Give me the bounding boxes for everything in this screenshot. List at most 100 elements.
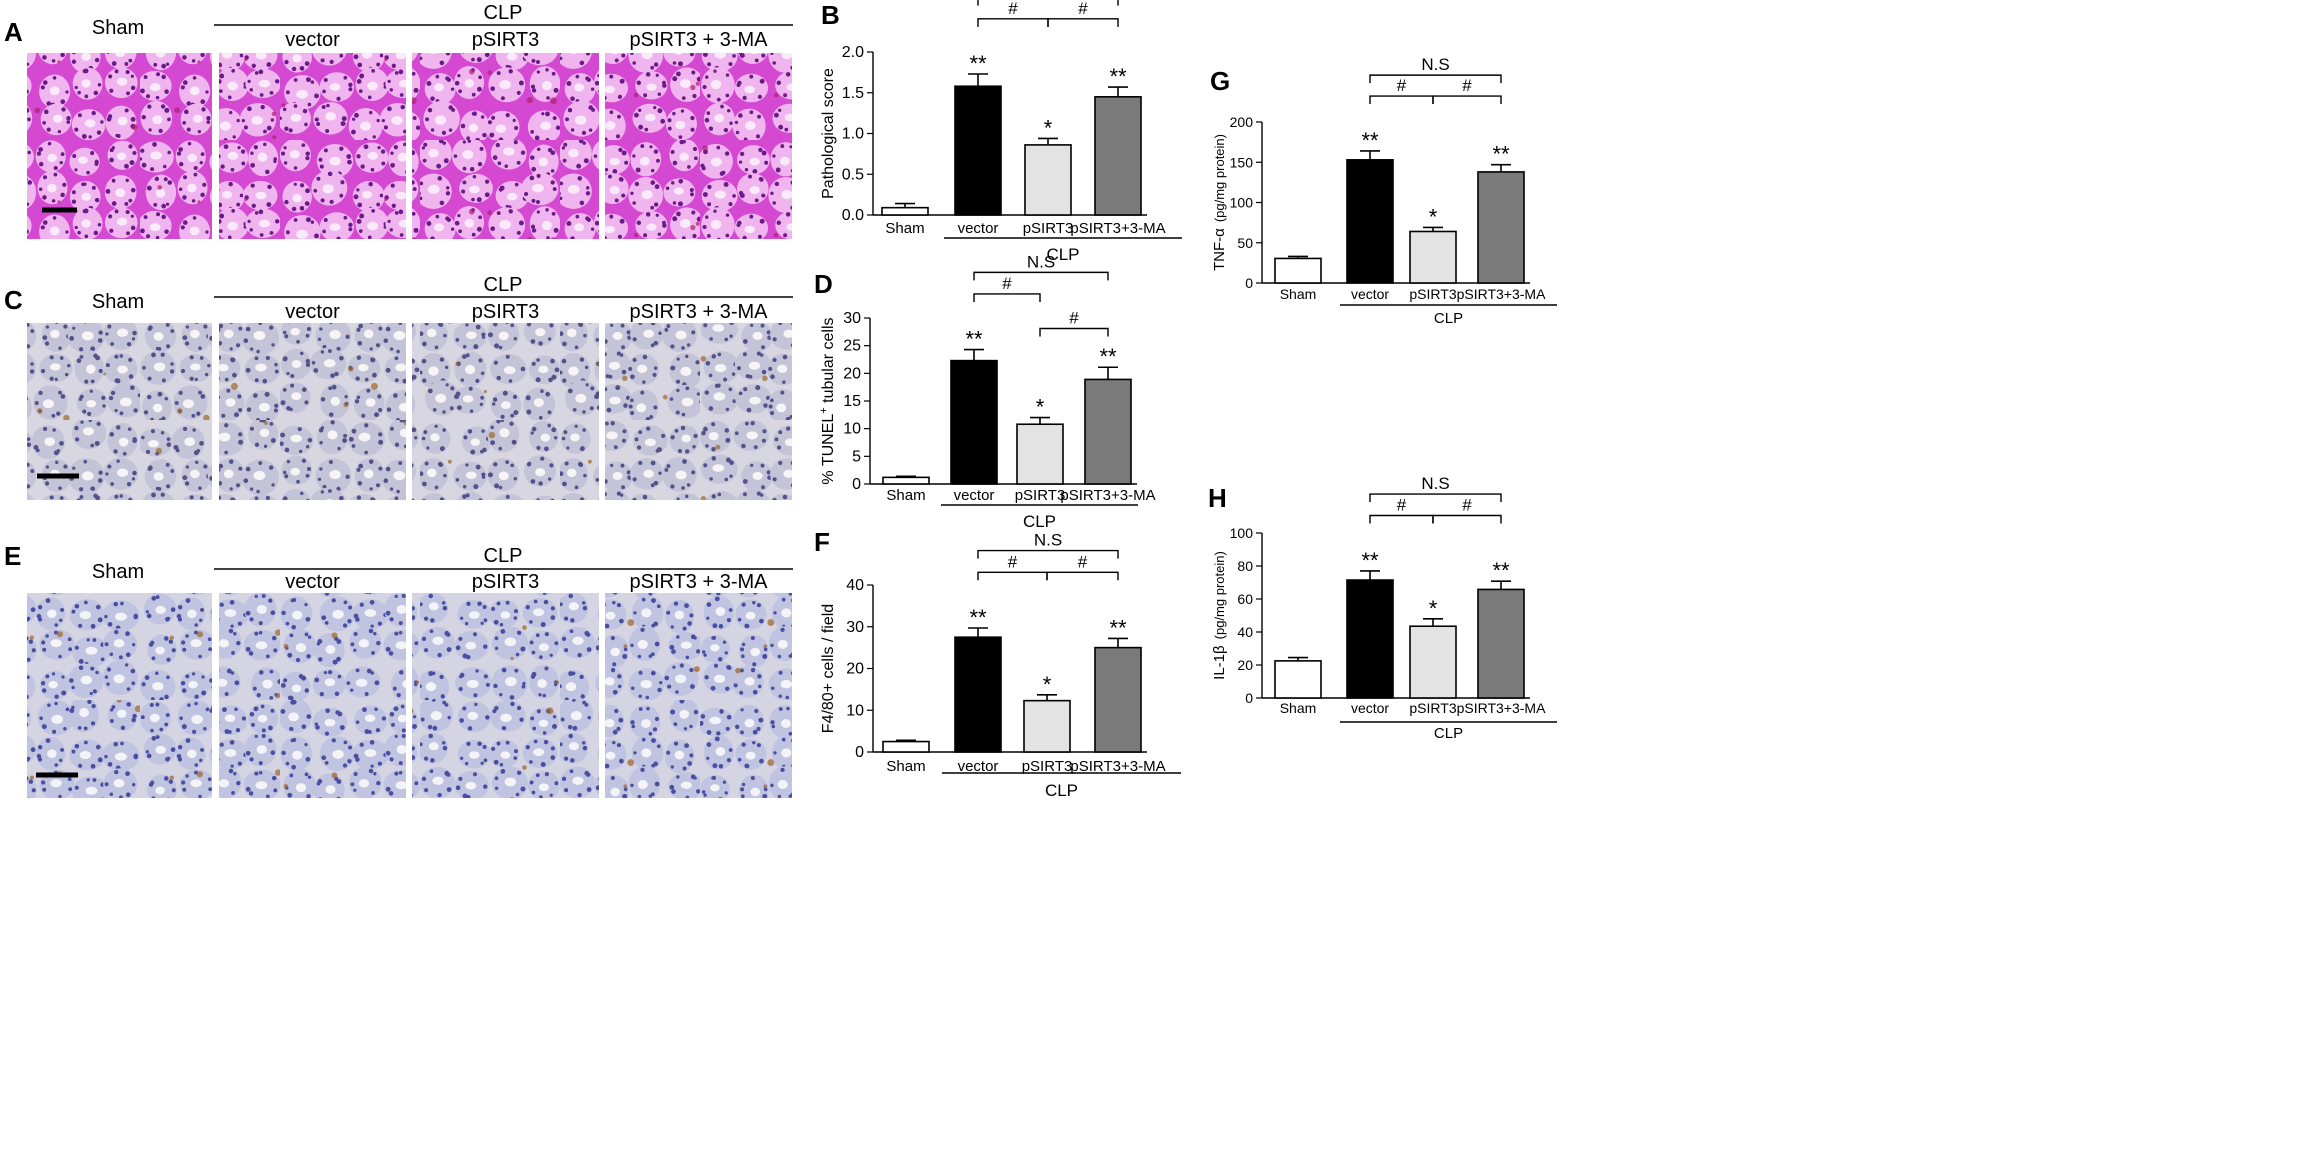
group-label-clp: CLP — [1046, 245, 1079, 264]
micrograph-psirt3-3-ma — [605, 53, 792, 239]
bar-psirt3-3-ma — [1477, 588, 1525, 699]
bar-psirt3 — [1409, 625, 1457, 699]
y-axis-label-tail: tubular cells — [820, 317, 837, 407]
bar-psirt3-3-ma — [1094, 96, 1142, 216]
category-label: pSIRT3 — [1409, 286, 1456, 302]
histology-panels: A Sham CLP vector pSIRT3 pSIRT3 + 3-MA C Sham CL… — [4, 2, 793, 798]
y-tick-label: 100 — [1230, 195, 1254, 211]
column-label-1: vector — [285, 29, 340, 51]
y-tick-label: 0.5 — [842, 166, 864, 183]
category-label: vector — [1351, 286, 1389, 302]
significance-mark: * — [1429, 596, 1438, 621]
y-tick-label: 1.0 — [842, 126, 864, 143]
comparison-label: # — [1397, 496, 1407, 515]
column-label-1: vector — [285, 571, 340, 593]
y-axis-label: % TUNEL+ tubular cells — [818, 317, 837, 484]
significance-mark: ** — [1099, 344, 1117, 369]
comparison-bracket — [1369, 514, 1434, 524]
category-label: vector — [954, 487, 995, 504]
bar-psirt3 — [1016, 423, 1064, 485]
y-tick-label: 2.0 — [842, 44, 864, 61]
comparison-label: # — [1078, 552, 1088, 571]
bar-vector — [1346, 159, 1394, 284]
comparison-label: N.S — [1421, 474, 1449, 493]
group-label-clp: CLP — [1023, 512, 1056, 531]
chart-h: H 0 20 40 60 80 100 IL-1β (pg/mg protein) Sham ** v… — [1208, 474, 1557, 742]
micrograph-sham — [27, 593, 212, 798]
category-label: pSIRT3 — [1015, 487, 1066, 504]
category-label: Sham — [886, 758, 925, 775]
y-axis-label-main: IL-1β — [1211, 645, 1228, 680]
bar-vector — [1346, 579, 1394, 699]
y-tick-label: 40 — [1237, 624, 1253, 640]
y-tick-label: 10 — [846, 702, 864, 719]
panel-letter: D — [814, 269, 833, 299]
category-label: pSIRT3 — [1022, 758, 1073, 775]
chart-g: G 0 50 100 150 200 TNF-α (pg/mg protein) Sham ** v… — [1210, 55, 1557, 327]
category-label: Sham — [1280, 286, 1317, 302]
micrograph-vector — [219, 53, 406, 239]
significance-mark: ** — [1109, 615, 1127, 640]
micrograph-sham — [27, 323, 212, 500]
group-label-clp: CLP — [484, 274, 523, 296]
comparison-bracket — [1369, 493, 1502, 503]
comparison-bracket — [1039, 327, 1109, 337]
category-label: pSIRT3+3-MA — [1457, 286, 1546, 302]
micrograph-psirt3-3-ma — [605, 593, 792, 798]
column-label-2: pSIRT3 — [472, 571, 539, 593]
histology-row-c: C Sham CLP vector pSIRT3 pSIRT3 + 3-MA — [4, 274, 793, 500]
bar-vector — [954, 85, 1002, 216]
category-label: pSIRT3+3-MA — [1457, 700, 1546, 716]
y-tick-label: 100 — [1230, 525, 1254, 541]
column-label-sham: Sham — [92, 17, 144, 39]
significance-mark: ** — [1361, 548, 1379, 573]
comparison-label: # — [1397, 76, 1407, 95]
y-tick-label: 0 — [855, 744, 864, 761]
panel-letter: F — [814, 527, 830, 557]
bar-sham — [882, 740, 930, 753]
y-tick-label: 150 — [1230, 154, 1254, 170]
category-label: Sham — [886, 487, 925, 504]
significance-mark: * — [1429, 204, 1438, 229]
y-tick-label: 25 — [843, 338, 861, 355]
bar-psirt3-3-ma — [1084, 378, 1132, 485]
micrograph-psirt3 — [412, 323, 599, 500]
column-label-3: pSIRT3 + 3-MA — [629, 29, 768, 51]
group-label-clp: CLP — [484, 545, 523, 567]
y-tick-label: 0 — [1245, 275, 1253, 291]
y-tick-label: 0 — [1245, 690, 1253, 706]
y-axis-label-main: % TUNEL — [820, 414, 837, 485]
category-label: vector — [958, 220, 999, 237]
y-tick-label: 80 — [1237, 558, 1253, 574]
micrograph-psirt3-3-ma — [605, 323, 792, 500]
y-tick-label: 0.0 — [842, 207, 864, 224]
comparison-bracket — [1046, 571, 1119, 581]
bar-psirt3 — [1023, 699, 1071, 753]
comparison-label: # — [1078, 0, 1088, 18]
micrograph-vector — [219, 323, 406, 500]
y-tick-label: 60 — [1237, 591, 1253, 607]
significance-mark: ** — [969, 51, 987, 76]
y-tick-label: 20 — [846, 661, 864, 678]
category-label: pSIRT3+3-MA — [1070, 220, 1165, 237]
y-axis-label-superscript: + — [818, 407, 830, 413]
bar-sham — [1274, 257, 1322, 284]
category-label: pSIRT3+3-MA — [1070, 758, 1165, 775]
comparison-label: N.S — [1421, 55, 1449, 74]
y-tick-label: 40 — [846, 577, 864, 594]
bar-sham — [881, 206, 929, 216]
micrograph-psirt3 — [412, 593, 599, 798]
micrograph-vector — [219, 593, 406, 798]
chart-d: D 0 5 10 15 20 25 30 % TUNEL+ tubular cells Sham *… — [814, 252, 1156, 531]
y-tick-label: 20 — [843, 365, 861, 382]
comparison-label: # — [1008, 0, 1018, 18]
comparison-bracket — [1369, 95, 1434, 105]
histology-row-e: E Sham CLP vector pSIRT3 pSIRT3 + 3-MA — [4, 541, 793, 798]
column-label-sham: Sham — [92, 291, 144, 313]
y-axis-label: Pathological score — [820, 68, 837, 199]
comparison-bracket — [1047, 18, 1119, 27]
bar-psirt3-3-ma — [1477, 171, 1525, 284]
y-tick-label: 10 — [843, 421, 861, 438]
